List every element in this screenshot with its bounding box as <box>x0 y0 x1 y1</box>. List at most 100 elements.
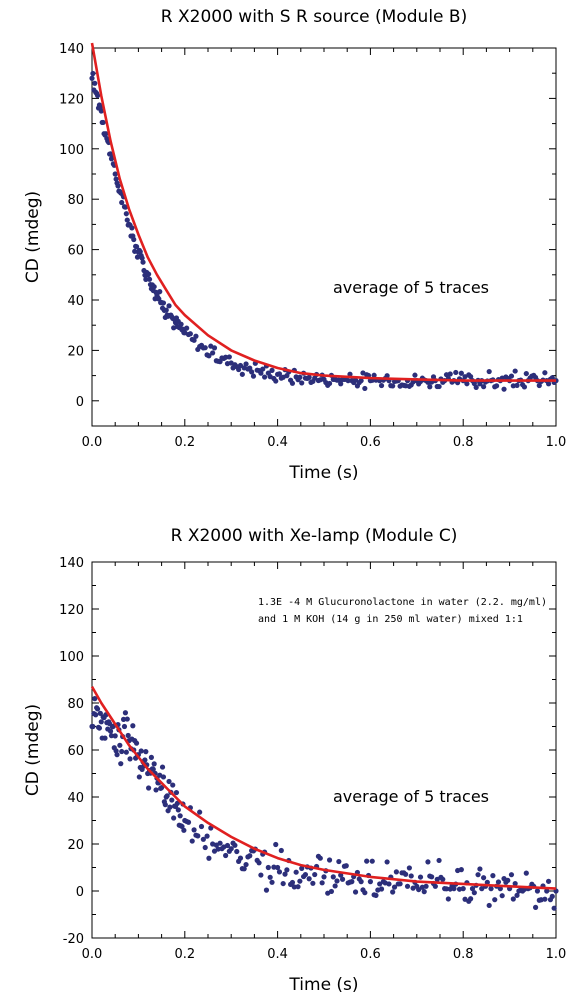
data-point <box>306 374 312 380</box>
data-point <box>486 902 492 909</box>
chart-module-b-svg: R X2000 with S R source (Module B) 0.0 0.2… <box>23 7 567 483</box>
data-point <box>384 859 390 865</box>
data-point <box>245 366 251 372</box>
chart-annotation: average of 5 traces <box>333 278 489 297</box>
data-point <box>136 774 142 780</box>
x-tick-label: 0.2 <box>174 947 195 962</box>
data-point <box>193 333 199 339</box>
data-point <box>404 883 411 889</box>
data-point <box>276 869 283 875</box>
data-point <box>93 712 99 718</box>
data-point <box>105 726 111 732</box>
data-point <box>536 382 542 389</box>
data-point <box>263 887 270 893</box>
data-point <box>189 336 195 343</box>
data-point <box>347 879 353 885</box>
y-tick-label: 60 <box>67 244 84 259</box>
data-point <box>364 858 370 864</box>
data-point <box>523 870 529 876</box>
data-point <box>241 866 247 872</box>
y-tick-label: 140 <box>59 556 84 571</box>
plot-frame <box>91 47 557 427</box>
data-point <box>278 847 284 854</box>
data-point <box>94 706 101 712</box>
data-point <box>265 864 271 871</box>
y-tick-label: 140 <box>59 42 84 57</box>
data-point <box>121 723 128 730</box>
data-point <box>112 171 118 177</box>
data-point <box>532 904 539 910</box>
data-point <box>125 732 131 739</box>
data-point <box>112 733 118 739</box>
data-point <box>280 374 286 380</box>
data-point <box>129 225 135 231</box>
data-point <box>254 857 260 863</box>
data-point <box>130 233 136 239</box>
data-point <box>271 864 277 870</box>
data-point <box>108 733 115 739</box>
scatter-series <box>89 70 559 392</box>
data-point <box>362 890 368 896</box>
data-point <box>273 841 279 848</box>
data-point <box>217 840 223 846</box>
data-point <box>90 70 96 77</box>
data-point <box>291 884 297 890</box>
data-point <box>236 366 242 373</box>
data-point <box>243 361 249 367</box>
data-point <box>501 386 507 392</box>
data-point <box>458 867 464 873</box>
data-point <box>382 880 388 886</box>
data-point <box>146 276 153 282</box>
data-point <box>137 249 143 255</box>
data-point <box>362 385 368 392</box>
y-tick-label: 120 <box>59 603 84 618</box>
data-point <box>488 886 494 892</box>
data-point <box>551 905 557 911</box>
data-point <box>167 804 173 810</box>
fit-line <box>90 685 557 890</box>
data-point <box>326 380 333 387</box>
data-point <box>332 883 338 889</box>
data-point <box>373 892 379 898</box>
x-tick-label: 1.0 <box>546 435 567 450</box>
fit-line <box>90 42 556 382</box>
data-point <box>197 809 203 815</box>
data-point <box>505 877 511 883</box>
x-tick-label: 0.6 <box>360 435 381 450</box>
data-point <box>479 886 485 892</box>
data-point <box>492 897 498 903</box>
data-point <box>151 284 157 290</box>
data-point <box>206 353 212 359</box>
data-point <box>173 789 180 796</box>
data-point <box>124 217 130 223</box>
data-point <box>175 807 181 813</box>
data-point <box>468 896 474 902</box>
data-point <box>481 875 487 881</box>
data-point <box>416 886 422 893</box>
data-point <box>338 381 344 387</box>
y-axis-label: CD (mdeg) <box>23 191 43 283</box>
data-point <box>177 813 183 819</box>
data-point <box>169 797 175 803</box>
data-point <box>475 872 481 878</box>
data-point <box>384 373 390 379</box>
data-point <box>243 861 249 868</box>
data-point <box>421 889 427 895</box>
data-point <box>377 881 383 887</box>
data-point <box>477 866 483 872</box>
data-point <box>390 383 396 389</box>
data-point <box>127 756 133 762</box>
data-point <box>378 382 385 389</box>
data-point <box>425 859 431 865</box>
data-point <box>458 370 464 376</box>
data-point <box>254 367 260 373</box>
data-point <box>139 255 145 261</box>
data-point <box>328 888 335 895</box>
data-point <box>151 761 157 767</box>
data-point <box>166 303 172 309</box>
data-point <box>157 289 163 295</box>
data-point <box>132 248 138 254</box>
chart-module-c-svg: R X2000 with Xe-lamp (Module C) 0.0 0.2 0.4… <box>23 526 566 995</box>
data-point <box>123 211 129 217</box>
data-point <box>549 375 555 381</box>
